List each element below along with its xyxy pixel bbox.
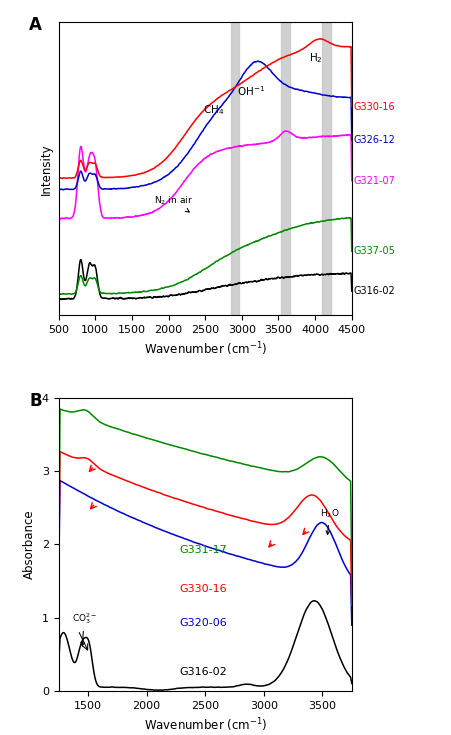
- Text: N$_2$ in air: N$_2$ in air: [153, 195, 193, 212]
- X-axis label: Wavenumber (cm$^{-1}$): Wavenumber (cm$^{-1}$): [143, 341, 267, 358]
- Text: G321-07: G321-07: [353, 176, 395, 186]
- Text: G330-16: G330-16: [179, 584, 227, 594]
- Bar: [322, 22, 331, 315]
- Y-axis label: Intensity: Intensity: [40, 143, 53, 195]
- Text: CO$_3^{2-}$: CO$_3^{2-}$: [72, 611, 97, 646]
- Text: G337-05: G337-05: [353, 246, 395, 256]
- Text: G331-17: G331-17: [179, 545, 227, 555]
- Text: OH$^{-1}$: OH$^{-1}$: [237, 85, 265, 98]
- Bar: [281, 22, 290, 315]
- Text: G320-06: G320-06: [179, 618, 227, 628]
- Text: G330-16: G330-16: [353, 101, 395, 112]
- Text: H$_2$O: H$_2$O: [320, 507, 339, 534]
- Y-axis label: Absorbance: Absorbance: [23, 509, 36, 579]
- Text: G326-12: G326-12: [353, 135, 395, 146]
- Bar: [231, 22, 239, 315]
- Text: G316-02: G316-02: [179, 667, 227, 678]
- Text: A: A: [29, 16, 42, 35]
- X-axis label: Wavenumber (cm$^{-1}$): Wavenumber (cm$^{-1}$): [143, 716, 267, 734]
- Text: B: B: [29, 392, 42, 409]
- Text: G316-02: G316-02: [353, 286, 395, 296]
- Text: H$_2$: H$_2$: [309, 51, 323, 65]
- Text: CH$_4$: CH$_4$: [203, 103, 225, 117]
